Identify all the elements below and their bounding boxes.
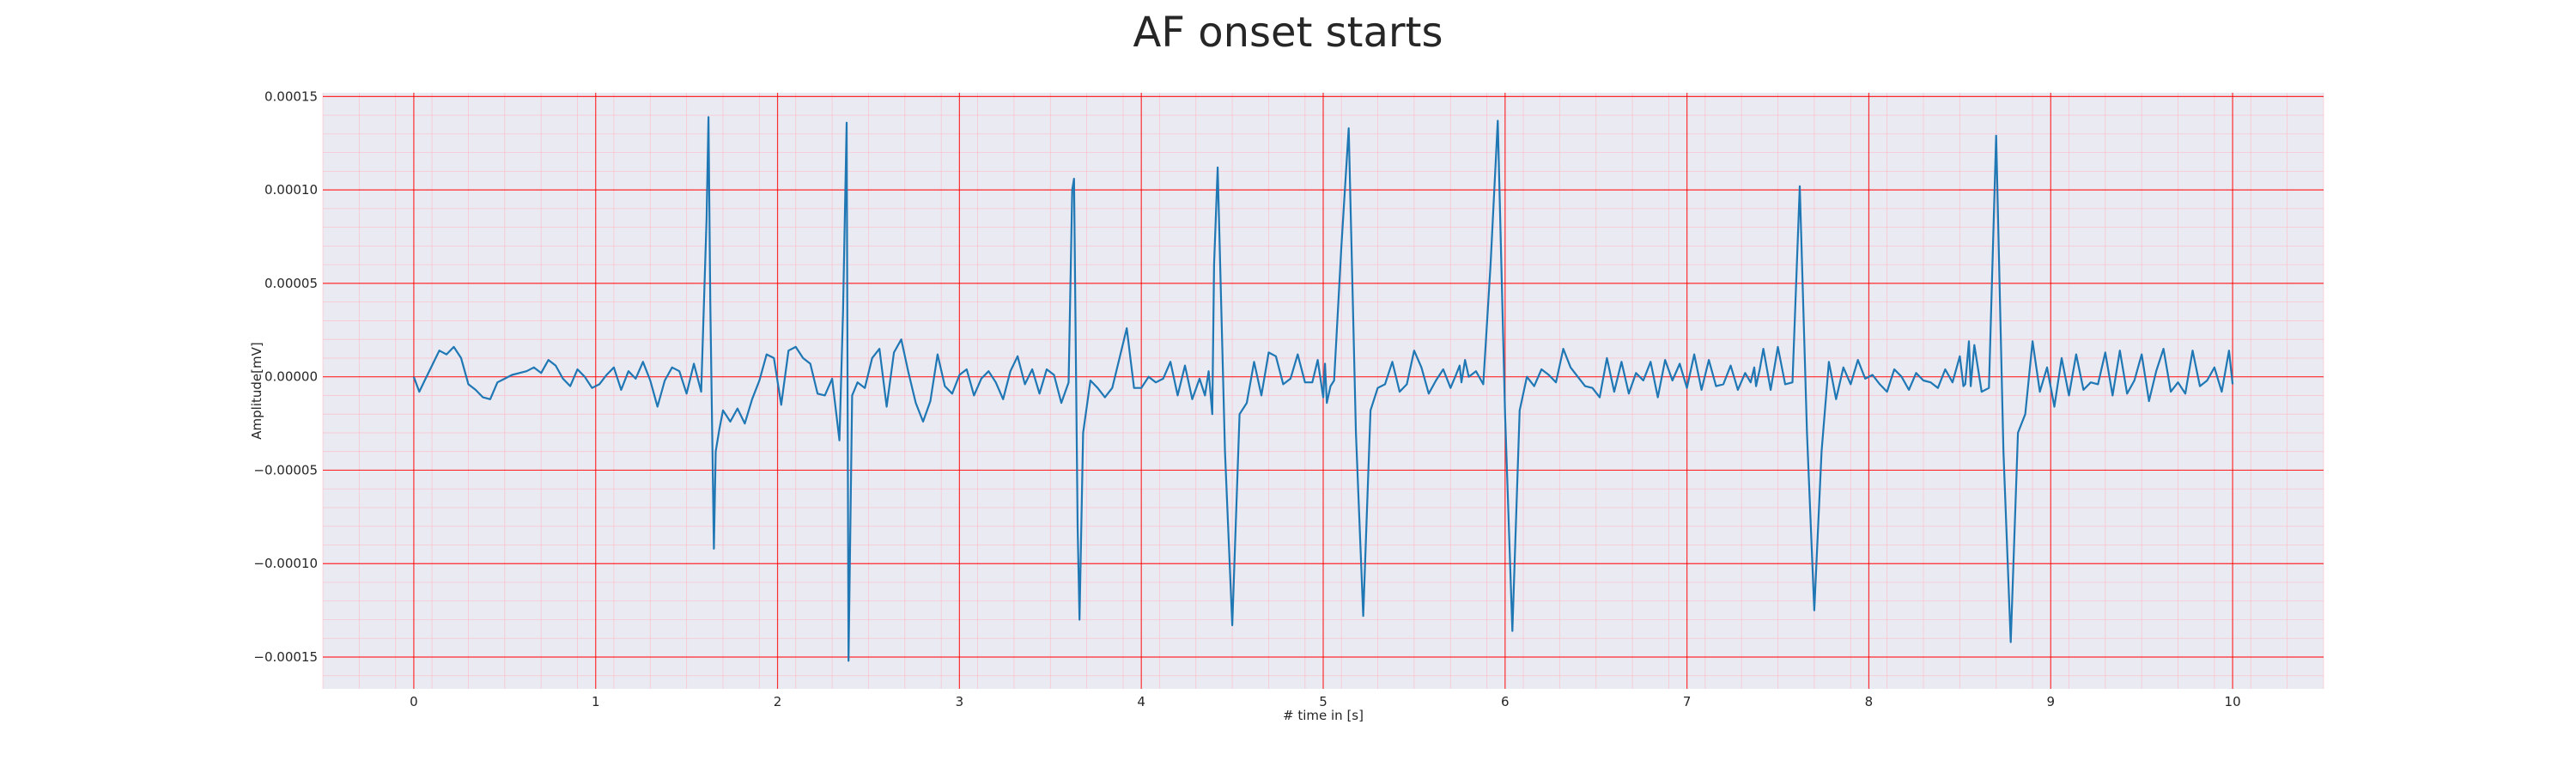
x-tick-label: 2 [774,694,782,709]
x-tick-label: 3 [956,694,964,709]
y-tick-label: −0.00005 [253,462,318,478]
y-tick-label: 0.00010 [264,182,318,198]
x-axis-label: # time in [s] [1283,708,1364,723]
x-tick-label: 8 [1865,694,1874,709]
y-axis-label: Amplitude[mV] [249,342,264,439]
x-tick-label: 6 [1501,694,1510,709]
x-tick-label: 10 [2225,694,2241,709]
x-tick-label: 1 [592,694,600,709]
y-tick-label: −0.00010 [253,556,318,571]
x-tick-label: 4 [1137,694,1145,709]
x-tick-label: 0 [410,694,418,709]
y-tick-label: 0.00015 [264,88,318,104]
x-tick-label: 9 [2046,694,2055,709]
chart-title: AF onset starts [1133,9,1443,57]
y-tick-label: 0.00005 [264,276,318,291]
y-tick-label: 0.00000 [264,369,318,385]
x-tick-label: 7 [1683,694,1692,709]
y-tick-label: −0.00015 [253,649,318,665]
